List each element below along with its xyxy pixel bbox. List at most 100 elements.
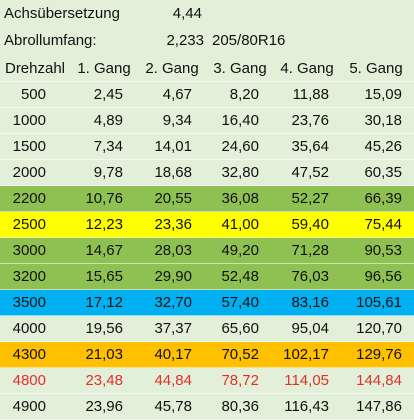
table-cell: 16,40: [221, 112, 259, 129]
header-row: Drehzahl 1. Gang 2. Gang 3. Gang 4. Gang 5. G…: [0, 56, 414, 82]
label: Achsübersetzung: [4, 5, 120, 22]
table-cell: 4,67: [162, 86, 192, 103]
value: 4,44: [172, 5, 202, 22]
table-cell: 14,01: [154, 138, 192, 155]
table-cell: 75,44: [364, 216, 402, 233]
table-cell: 59,40: [291, 216, 329, 233]
table-cell: 32,70: [154, 294, 192, 311]
table-cell: 2500: [12, 216, 46, 233]
table-row: 4800 23,48 44,84 78,72 114,05 144,84: [0, 368, 414, 394]
table-cell: 45,78: [154, 398, 192, 415]
table-cell: 76,03: [291, 268, 329, 285]
table-row: 2200 10,76 20,55 36,08 52,27 66,39: [0, 186, 414, 212]
table-cell: 9,34: [162, 112, 192, 129]
table-cell: 147,86: [356, 398, 402, 415]
table-cell: 83,16: [291, 294, 329, 311]
table-cell: 45,26: [364, 138, 402, 155]
table-cell: 1000: [12, 112, 46, 129]
table-cell: 52,27: [291, 190, 329, 207]
table-cell: 102,17: [283, 346, 329, 363]
table-cell: 19,56: [85, 320, 123, 337]
table-cell: 44,84: [154, 372, 192, 389]
table-cell: 41,00: [221, 216, 259, 233]
table-cell: 40,17: [154, 346, 192, 363]
table-row: 1000 4,89 9,34 16,40 23,76 30,18: [0, 108, 414, 134]
table-cell: 4300: [12, 346, 46, 363]
table-cell: 8,20: [229, 86, 259, 103]
column-header: 2. Gang: [145, 60, 199, 77]
column-header: 3. Gang: [213, 60, 267, 77]
table-cell: 66,39: [364, 190, 402, 207]
column-header: Drehzahl: [4, 60, 66, 77]
table-cell: 4000: [12, 320, 46, 337]
value: 2,233: [166, 32, 204, 49]
table-cell: 11,88: [292, 86, 329, 103]
table-cell: 23,48: [85, 372, 123, 389]
table-cell: 7,34: [93, 138, 123, 155]
column-header: 4. Gang: [280, 60, 334, 77]
table-cell: 129,76: [356, 346, 402, 363]
column-header: 1. Gang: [77, 60, 131, 77]
table-cell: 36,08: [221, 190, 259, 207]
table-cell: 18,68: [154, 164, 192, 181]
table-cell: 114,05: [284, 372, 329, 389]
table-cell: 49,20: [221, 242, 259, 259]
table-cell: 23,36: [154, 216, 192, 233]
table-row: 3200 15,65 29,90 52,48 76,03 96,56: [0, 264, 414, 290]
table-cell: 30,18: [364, 112, 402, 129]
table-cell: 2,45: [93, 86, 123, 103]
table-cell: 57,40: [221, 294, 259, 311]
table-cell: 9,78: [93, 164, 123, 181]
table-cell: 95,04: [291, 320, 329, 337]
table-cell: 120,70: [356, 320, 402, 337]
table-cell: 32,80: [221, 164, 259, 181]
table-cell: 65,60: [221, 320, 259, 337]
table-cell: 105,61: [356, 294, 402, 311]
table-cell: 37,37: [154, 320, 192, 337]
table-cell: 96,56: [364, 268, 402, 285]
table-row: 2500 12,23 23,36 41,00 59,40 75,44: [0, 212, 414, 238]
table-cell: 3500: [12, 294, 46, 311]
table-cell: 10,76: [85, 190, 123, 207]
table-cell: 15,65: [85, 268, 123, 285]
table-cell: 1500: [12, 138, 46, 155]
table-cell: 12,23: [85, 216, 123, 233]
table-cell: 78,72: [221, 372, 259, 389]
table-cell: 3200: [12, 268, 46, 285]
table-cell: 2200: [12, 190, 46, 207]
table-cell: 17,12: [85, 294, 123, 311]
column-header: 5. Gang: [349, 60, 403, 77]
table-cell: 29,90: [154, 268, 192, 285]
table-row: 1500 7,34 14,01 24,60 35,64 45,26: [0, 134, 414, 160]
label: Abrollumfang:: [4, 32, 97, 49]
table-cell: 4,89: [93, 112, 123, 129]
value: 205/80R16: [212, 32, 286, 49]
table-cell: 60,35: [364, 164, 402, 181]
table-row: 3500 17,12 32,70 57,40 83,16 105,61: [0, 290, 414, 316]
table-row: 500 2,45 4,67 8,20 11,88 15,09: [0, 82, 414, 108]
table-row: 4300 21,03 40,17 70,52 102,17 129,76: [0, 342, 414, 368]
table-cell: 14,67: [85, 242, 123, 259]
table-cell: 71,28: [291, 242, 329, 259]
table-cell: 2000: [12, 164, 46, 181]
table-cell: 4900: [12, 398, 46, 415]
table-cell: 52,48: [221, 268, 259, 285]
table-cell: 80,36: [221, 398, 259, 415]
table-cell: 500: [20, 86, 46, 103]
table-cell: 15,09: [364, 86, 402, 103]
table-cell: 70,52: [221, 346, 259, 363]
table-cell: 21,03: [85, 346, 123, 363]
table-cell: 4800: [12, 372, 46, 389]
table-row: 4000 19,56 37,37 65,60 95,04 120,70: [0, 316, 414, 342]
table-cell: 28,03: [154, 242, 192, 259]
table-row: 2000 9,78 18,68 32,80 47,52 60,35: [0, 160, 414, 186]
table-row: 3000 14,67 28,03 49,20 71,28 90,53: [0, 238, 414, 264]
table-cell: 20,55: [154, 190, 192, 207]
table-cell: 116,43: [284, 398, 329, 415]
table-cell: 23,96: [85, 398, 123, 415]
table-cell: 24,60: [221, 138, 259, 155]
table-cell: 35,64: [291, 138, 329, 155]
table-cell: 144,84: [356, 372, 402, 389]
table-row: 4900 23,96 45,78 80,36 116,43 147,86: [0, 394, 414, 420]
